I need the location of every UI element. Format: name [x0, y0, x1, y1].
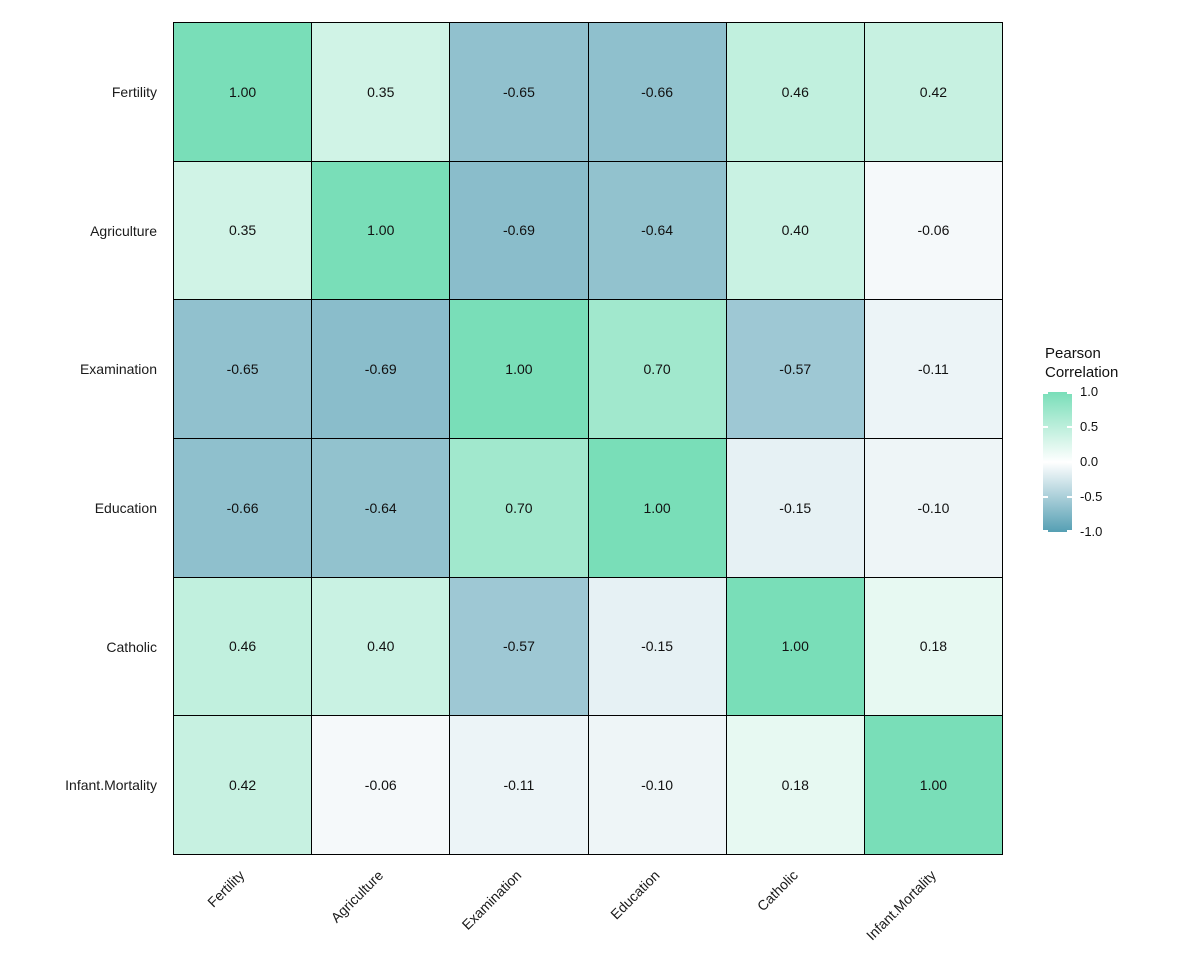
heatmap-cell: -0.15 [726, 439, 864, 577]
y-axis-label: Agriculture [90, 222, 157, 239]
heatmap-cell: 1.00 [312, 161, 450, 300]
heatmap-cell: -0.69 [312, 300, 450, 438]
heatmap-cell: 0.35 [312, 23, 450, 161]
heatmap-grid: 1.00 0.35 -0.65 -0.66 0.46 0.42 0.35 1.00 -0.69-… [173, 22, 1003, 855]
y-axis-labels: Fertility Agriculture Examination Education… [0, 23, 165, 854]
legend-gradient-bar [1043, 392, 1072, 532]
heatmap-cell: -0.06 [312, 716, 450, 854]
legend-tick-mark [1043, 530, 1048, 532]
heatmap-cell: -0.10 [588, 716, 726, 854]
heatmap-cell: -0.66 [588, 23, 726, 161]
heatmap-cell: 0.18 [864, 577, 1002, 716]
heatmap-cell: -0.64 [312, 439, 450, 577]
legend-tick-mark [1067, 461, 1072, 463]
legend-tick-mark [1043, 426, 1048, 428]
legend-tick-mark [1067, 426, 1072, 428]
legend-tick-label: -0.5 [1080, 489, 1103, 504]
heatmap-cell: -0.06 [864, 161, 1002, 300]
heatmap-cell: 0.35 [174, 161, 312, 300]
heatmap-cell: -0.65 [174, 300, 312, 438]
heatmap-cell: -0.69 [450, 161, 588, 300]
x-axis-label: Infant.Mortality [862, 867, 939, 944]
heatmap-cell: -0.64 [588, 161, 726, 300]
heatmap-cell: 0.40 [726, 161, 864, 300]
y-axis-label: Catholic [106, 638, 157, 655]
x-axis-label: Education [607, 867, 663, 923]
heatmap-cell: 0.18 [726, 716, 864, 854]
legend-tick-label: 0.0 [1080, 454, 1099, 469]
heatmap-cell: -0.57 [726, 300, 864, 438]
heatmap-cell: 1.00 [588, 439, 726, 577]
heatmap-cell: 1.00 [450, 300, 588, 438]
heatmap-cell: 1.00 [864, 716, 1002, 854]
heatmap-cell: -0.11 [450, 716, 588, 854]
x-axis-label: Examination [458, 867, 525, 933]
legend-tick-label: -1.0 [1080, 524, 1103, 539]
y-axis-label: Infant.Mortality [65, 777, 157, 794]
heatmap-cell: 0.40 [312, 577, 450, 716]
y-axis-label: Examination [79, 361, 157, 378]
x-axis-label: Fertility [204, 867, 248, 911]
legend-tick-mark [1067, 530, 1072, 532]
heatmap-cell: 0.42 [174, 716, 312, 854]
heatmap-cell: 1.00 [726, 577, 864, 716]
heatmap-cell: -0.57 [450, 577, 588, 716]
legend-tick-mark [1067, 392, 1072, 394]
heatmap-cell: -0.15 [588, 577, 726, 716]
legend-tick-label: 1.0 [1080, 384, 1099, 399]
legend-tick-label: 0.5 [1080, 419, 1099, 434]
heatmap-cell: -0.10 [864, 439, 1002, 577]
legend-tick-mark [1043, 496, 1048, 498]
heatmap-cell: 0.46 [726, 23, 864, 161]
heatmap-cell: 0.46 [174, 577, 312, 716]
heatmap-cell: 0.42 [864, 23, 1002, 161]
legend-tick-mark [1043, 461, 1048, 463]
x-axis-label: Catholic [753, 867, 801, 915]
legend-title: Pearson Correlation [1045, 345, 1119, 381]
heatmap-cell: -0.11 [864, 300, 1002, 438]
heatmap-cell: -0.65 [450, 23, 588, 161]
x-axis-labels: Fertility Agriculture Examination Education… [174, 855, 1002, 959]
y-axis-label: Fertility [111, 83, 157, 100]
legend: Pearson Correlation 1.0 0.5 0.0 -0.5 -1.0 [1043, 344, 1193, 554]
x-axis-label: Agriculture [327, 867, 387, 926]
legend-tick-mark [1043, 392, 1048, 394]
heatmap-cell: -0.66 [174, 439, 312, 577]
heatmap-cell: 0.70 [450, 439, 588, 577]
heatmap-cell: 1.00 [174, 23, 312, 161]
heatmap-cell: 0.70 [588, 300, 726, 438]
y-axis-label: Education [94, 499, 157, 516]
legend-tick-mark [1067, 496, 1072, 498]
